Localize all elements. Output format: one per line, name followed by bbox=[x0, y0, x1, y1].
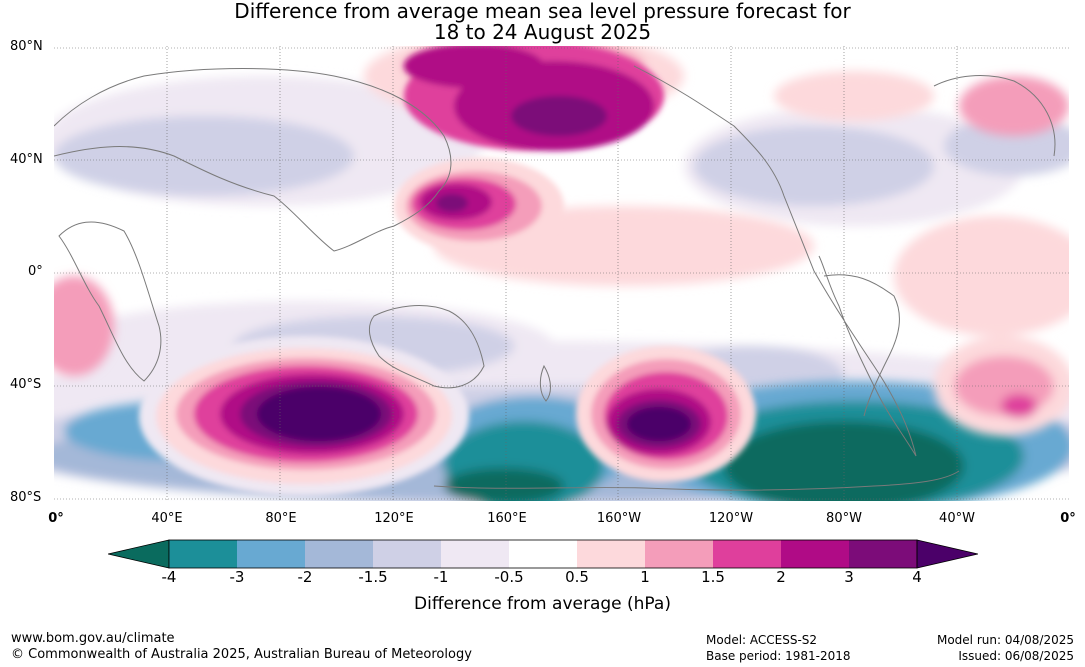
colorbar-cell bbox=[373, 540, 441, 568]
cbar-tick: -2 bbox=[297, 568, 313, 586]
colorbar-cell bbox=[169, 540, 237, 568]
lat-label-80s: 80°S bbox=[10, 490, 42, 505]
cbar-tick: -1.5 bbox=[358, 568, 388, 586]
cbar-tick: 3 bbox=[844, 568, 854, 586]
cbar-tick: 0.5 bbox=[565, 568, 589, 586]
footer-model: Model: ACCESS-S2 bbox=[706, 633, 818, 647]
cbar-tick: -1 bbox=[433, 568, 449, 586]
bering-high bbox=[404, 46, 664, 151]
lon-label-120e: 120°E bbox=[374, 511, 414, 526]
colorbar-cell bbox=[713, 540, 781, 568]
indian-ocean-high bbox=[139, 336, 469, 496]
lat-label-0: 0° bbox=[28, 264, 43, 279]
lon-label-80e: 80°E bbox=[265, 511, 297, 526]
colorbar-cell bbox=[441, 540, 509, 568]
lat-label-40n: 40°N bbox=[10, 152, 43, 167]
lon-label-160e: 160°E bbox=[487, 511, 527, 526]
lon-label-40e: 40°E bbox=[151, 511, 183, 526]
lon-label-0-right: 0° bbox=[1060, 511, 1076, 526]
lon-label-40w: 40°W bbox=[939, 511, 975, 526]
lon-label-120w: 120°W bbox=[708, 511, 754, 526]
footer-website: www.bom.gov.au/climate bbox=[11, 631, 175, 646]
colorbar-extend-high bbox=[916, 539, 978, 569]
footer-issued: Issued: 06/08/2025 bbox=[958, 649, 1074, 663]
chart-title-line1: Difference from average mean sea level p… bbox=[234, 0, 851, 23]
colorbar-cell bbox=[781, 540, 849, 568]
lon-label-0-left: 0° bbox=[48, 511, 64, 526]
footer-copyright: © Commonwealth of Australia 2025, Austra… bbox=[11, 647, 472, 662]
cbar-tick: 1.5 bbox=[701, 568, 725, 586]
gridlines bbox=[54, 46, 1069, 501]
south-pacific-high bbox=[576, 346, 756, 482]
colorbar-extend-low bbox=[108, 539, 170, 569]
lon-label-80w: 80°W bbox=[826, 511, 862, 526]
cbar-tick: 2 bbox=[776, 568, 786, 586]
cbar-tick: -0.5 bbox=[494, 568, 524, 586]
colorbar-cell bbox=[849, 540, 917, 568]
colorbar-cell bbox=[577, 540, 645, 568]
lat-label-40s: 40°S bbox=[10, 377, 42, 392]
footer-base-period: Base period: 1981-2018 bbox=[706, 649, 851, 663]
lon-label-160w: 160°W bbox=[596, 511, 642, 526]
lat-label-80n: 80°N bbox=[10, 39, 43, 54]
colorbar-cell bbox=[305, 540, 373, 568]
colorbar bbox=[108, 539, 978, 569]
coastlines bbox=[54, 65, 1056, 491]
cbar-tick: 4 bbox=[912, 568, 922, 586]
northwest-pacific-high bbox=[394, 158, 564, 254]
pressure-anomaly-map bbox=[54, 46, 1069, 501]
chart-title-line2: 18 to 24 August 2025 bbox=[433, 20, 652, 44]
colorbar-border bbox=[168, 539, 918, 569]
cbar-tick: -3 bbox=[229, 568, 245, 586]
footer-model-run: Model run: 04/08/2025 bbox=[936, 633, 1074, 647]
colorbar-cell bbox=[645, 540, 713, 568]
cbar-tick: 1 bbox=[640, 568, 650, 586]
colorbar-cell bbox=[509, 540, 577, 568]
colorbar-cell bbox=[237, 540, 305, 568]
colorbar-label: Difference from average (hPa) bbox=[414, 594, 671, 614]
cbar-tick: -4 bbox=[161, 568, 177, 586]
